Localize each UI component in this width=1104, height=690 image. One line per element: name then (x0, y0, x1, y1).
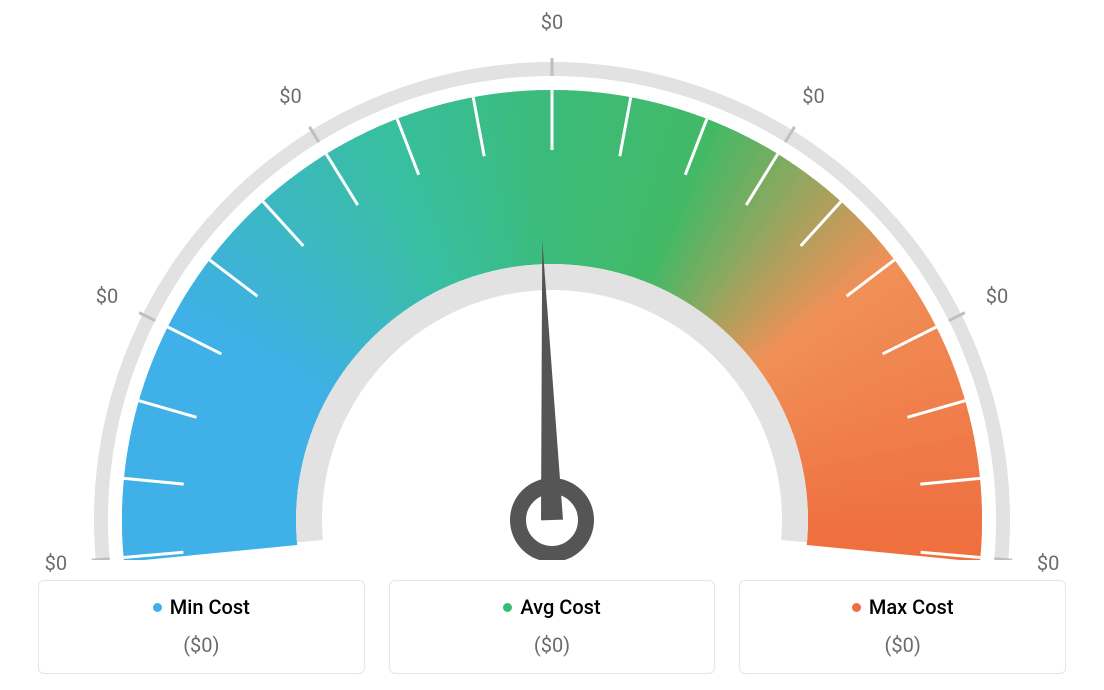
legend-card-max: Max Cost ($0) (739, 580, 1066, 674)
legend-dot-max (852, 603, 861, 612)
legend-title-avg: Avg Cost (503, 595, 600, 619)
legend-label: Min Cost (170, 595, 250, 619)
legend-card-min: Min Cost ($0) (38, 580, 365, 674)
gauge-tick-label: $0 (802, 84, 824, 108)
legend-dot-min (153, 603, 162, 612)
gauge-tick-label: $0 (541, 10, 563, 34)
legend-title-max: Max Cost (852, 595, 954, 619)
legend-value-max: ($0) (750, 633, 1055, 657)
gauge-tick-label: $0 (279, 84, 301, 108)
legend-card-avg: Avg Cost ($0) (389, 580, 716, 674)
legend-value-avg: ($0) (400, 633, 705, 657)
legend-title-min: Min Cost (153, 595, 250, 619)
gauge-tick-label: $0 (986, 284, 1008, 308)
legend-value-min: ($0) (49, 633, 354, 657)
legend-label: Max Cost (869, 595, 954, 619)
legend-label: Avg Cost (520, 595, 600, 619)
gauge-tick-label: $0 (1037, 551, 1059, 575)
gauge-svg (0, 0, 1104, 560)
legend-dot-avg (503, 603, 512, 612)
gauge-tick-label: $0 (96, 284, 118, 308)
legend-row: Min Cost ($0) Avg Cost ($0) Max Cost ($0… (38, 580, 1066, 674)
gauge-chart: $0$0$0$0$0$0$0 (0, 0, 1104, 560)
gauge-tick-label: $0 (45, 551, 67, 575)
